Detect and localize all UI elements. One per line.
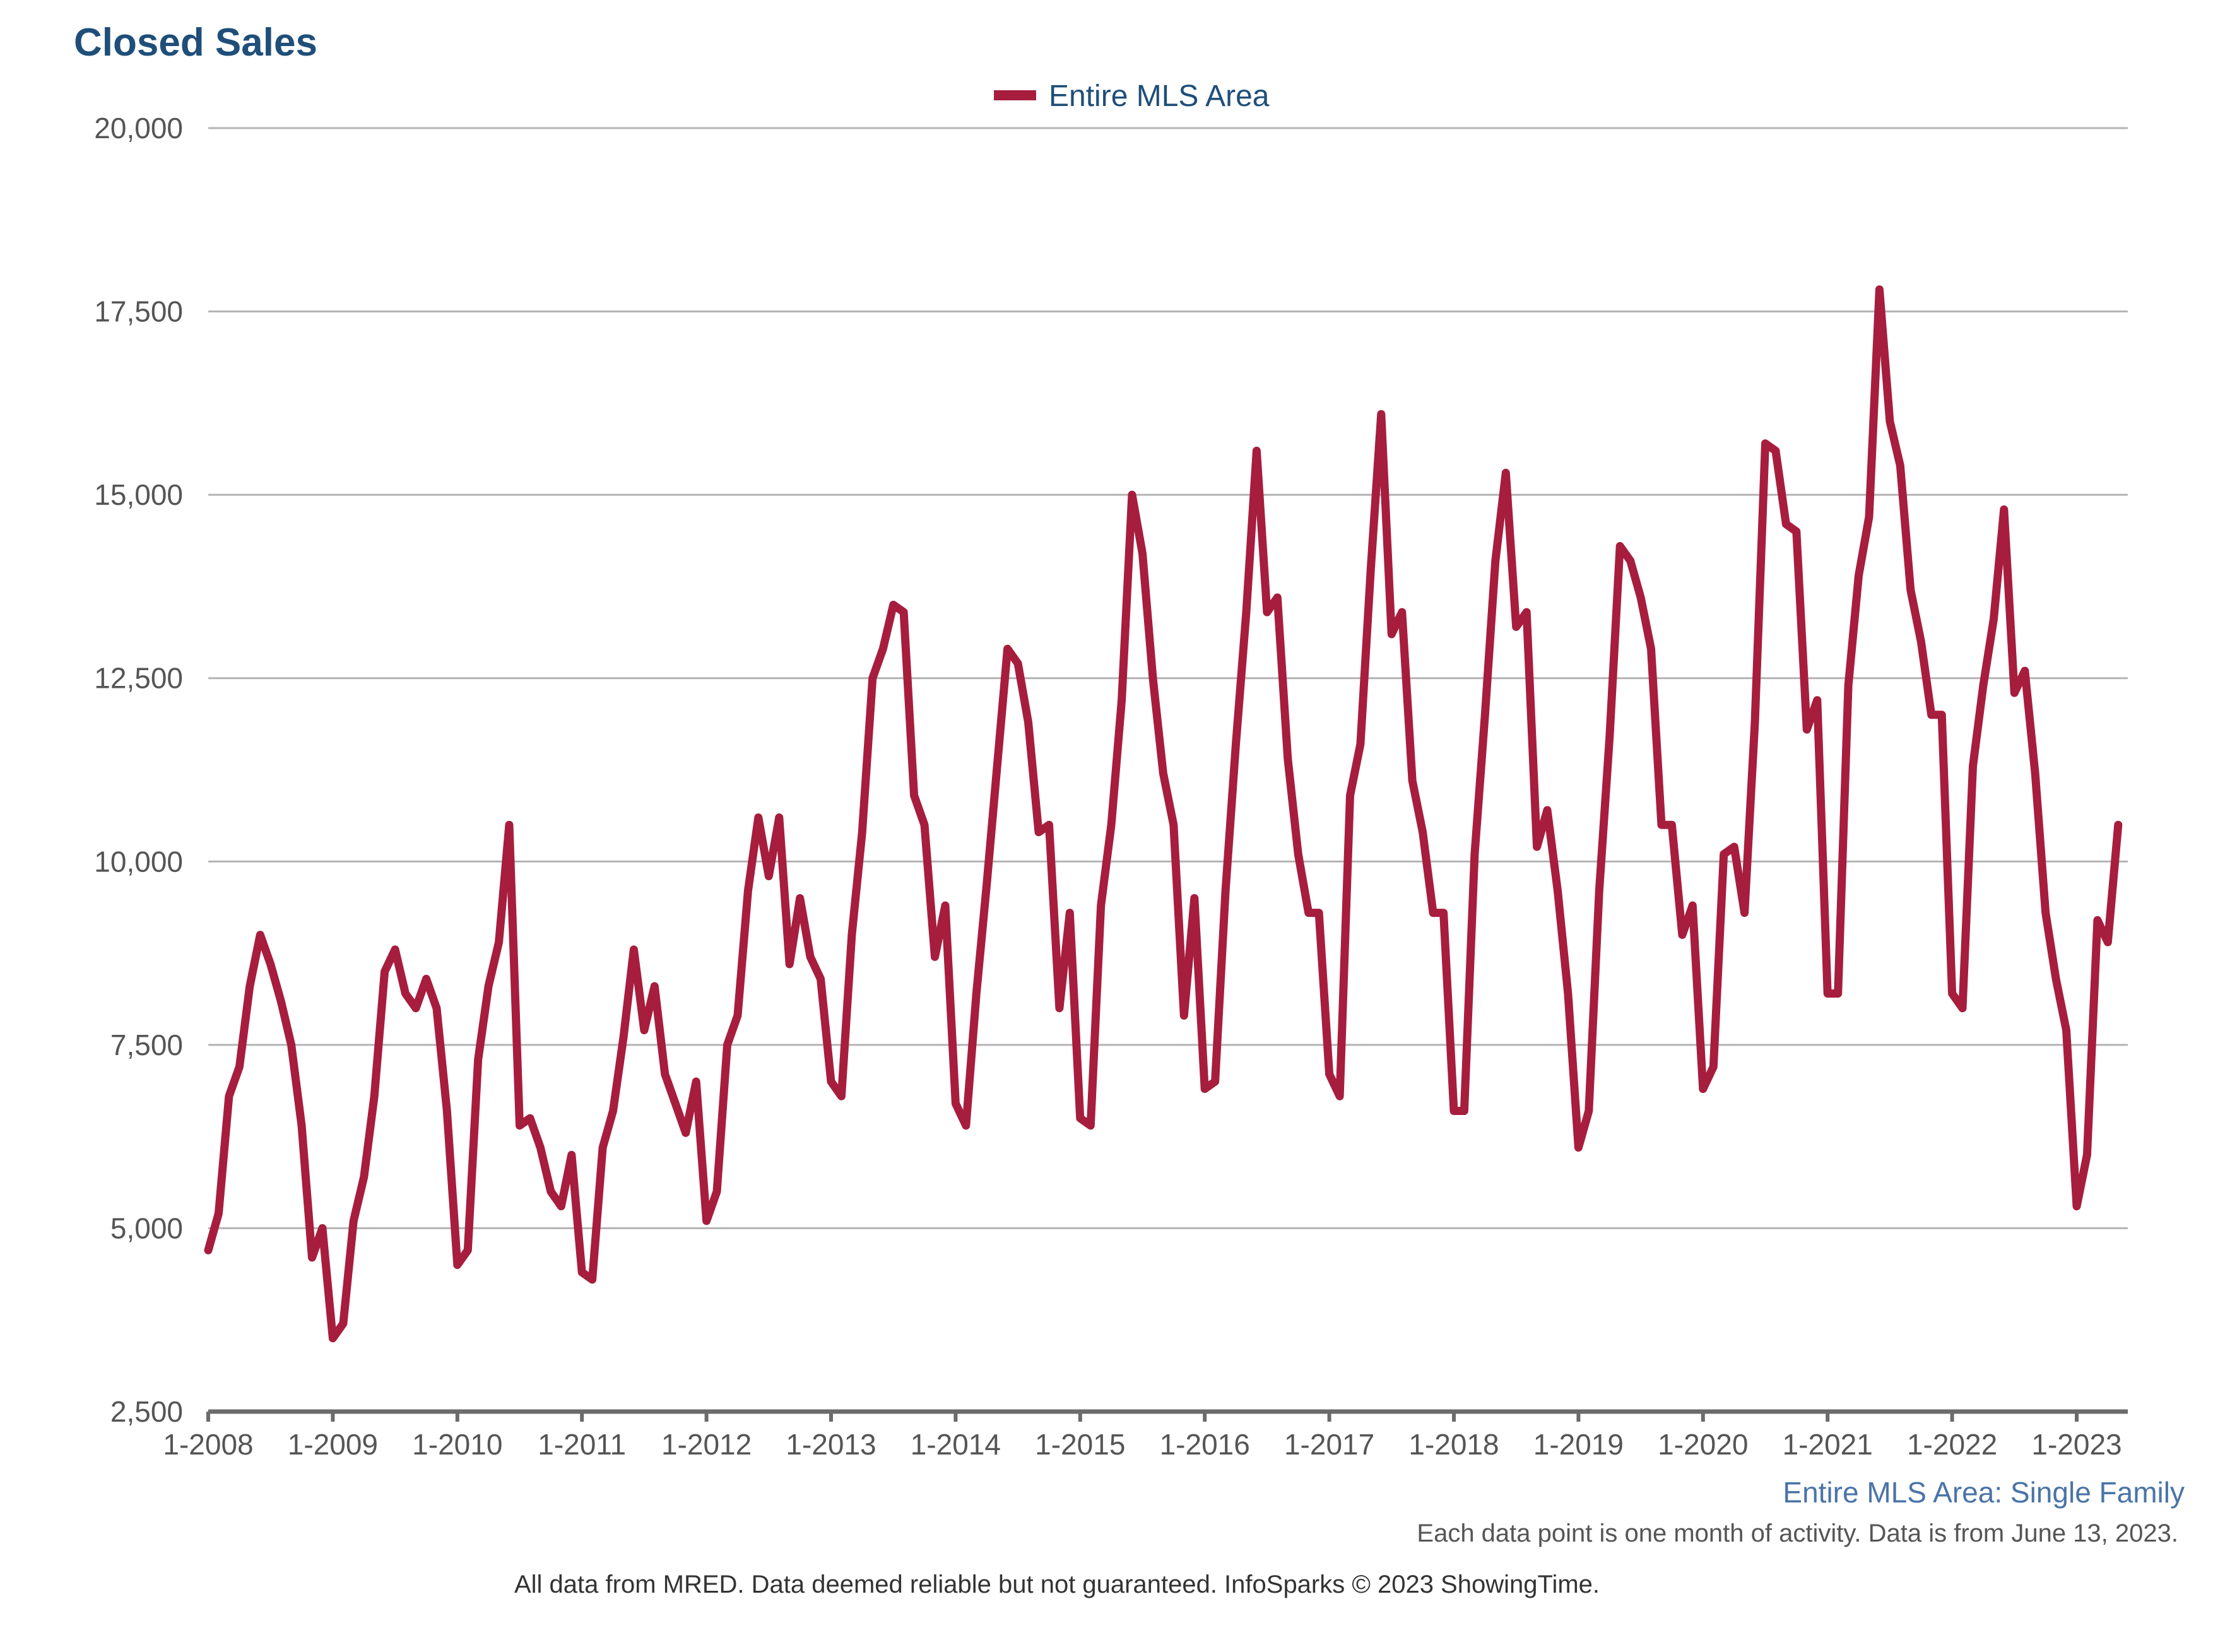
chart-title: Closed Sales: [74, 21, 317, 64]
x-tick-label: 1-2011: [538, 1428, 626, 1461]
y-tick-label: 7,500: [110, 1029, 183, 1061]
y-tick-label: 20,000: [94, 112, 183, 145]
x-tick-label: 1-2014: [911, 1428, 1001, 1461]
y-tick-label: 17,500: [94, 295, 183, 328]
x-tick-label: 1-2008: [163, 1428, 253, 1461]
gridlines: [208, 127, 2128, 1229]
series-line: [204, 285, 2123, 1343]
x-tick-label: 1-2020: [1658, 1428, 1748, 1461]
legend-label: Entire MLS Area: [1049, 80, 1270, 113]
x-tick-label: 1-2021: [1783, 1428, 1873, 1461]
x-tick-label: 1-2017: [1284, 1428, 1374, 1461]
series: [204, 285, 2123, 1343]
y-tick-label: 10,000: [94, 845, 183, 878]
x-tick-label: 1-2023: [2031, 1428, 2122, 1461]
x-tick-label: 1-2009: [288, 1428, 378, 1461]
chart-subtitle: Entire MLS Area: Single Family: [1783, 1476, 2185, 1509]
data-note: Each data point is one month of activity…: [1417, 1519, 2178, 1547]
y-tick-label: 5,000: [110, 1212, 183, 1244]
x-tick-label: 1-2022: [1907, 1428, 1997, 1461]
y-axis-ticks: 2,500 5,000 7,500 10,000 12,500 15,000 17,500 2…: [94, 112, 183, 1428]
y-tick-label: 15,000: [94, 478, 183, 511]
x-axis-ticks: 1-2008 1-2009 1-2010 1-2011 1-2012 1-2013 1-20…: [163, 1412, 2122, 1461]
legend: Entire MLS Area: [994, 80, 1270, 113]
x-tick-label: 1-2018: [1408, 1428, 1499, 1461]
x-tick-label: 1-2016: [1160, 1428, 1250, 1461]
x-tick-label: 1-2013: [786, 1428, 876, 1461]
y-tick-label: 12,500: [94, 662, 183, 695]
x-tick-label: 1-2012: [661, 1428, 752, 1461]
x-tick-label: 1-2010: [412, 1428, 502, 1461]
source-note: All data from MRED. Data deemed reliable…: [514, 1571, 1600, 1598]
x-tick-label: 1-2015: [1035, 1428, 1125, 1461]
y-tick-label: 2,500: [110, 1395, 183, 1428]
x-tick-label: 1-2019: [1533, 1428, 1624, 1461]
